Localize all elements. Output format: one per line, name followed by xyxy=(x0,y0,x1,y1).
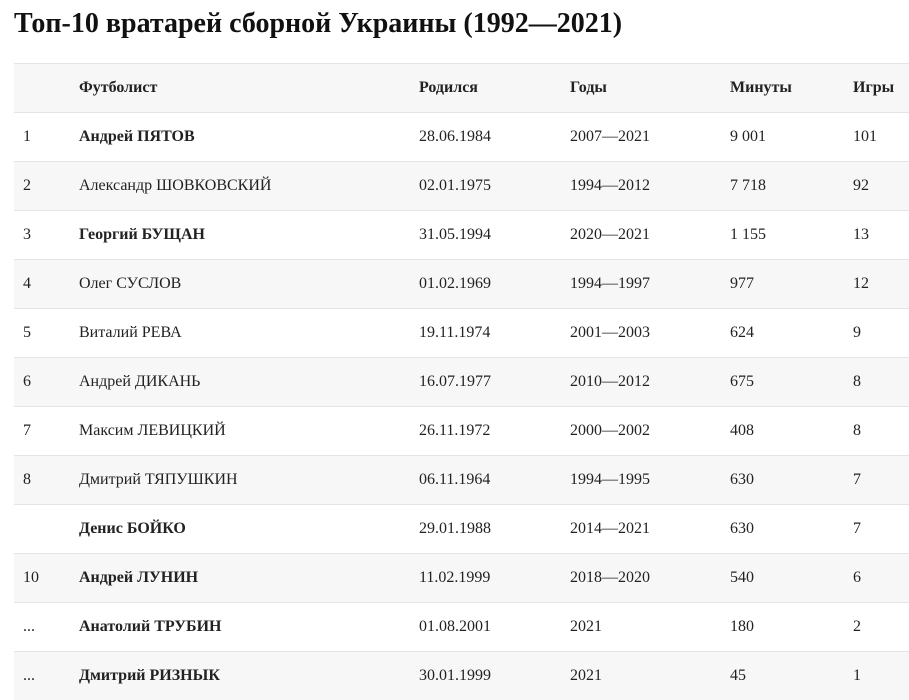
header-born: Родился xyxy=(419,63,570,113)
years-played: 2010—2012 xyxy=(570,357,730,407)
minutes-played: 630 xyxy=(730,455,853,505)
row-number: 1 xyxy=(14,112,79,162)
years-played: 2014—2021 xyxy=(570,504,730,554)
birth-date: 19.11.1974 xyxy=(419,308,570,358)
birth-date: 02.01.1975 xyxy=(419,161,570,211)
birth-date: 16.07.1977 xyxy=(419,357,570,407)
birth-date: 28.06.1984 xyxy=(419,112,570,162)
row-number xyxy=(14,504,79,554)
row-number: 7 xyxy=(14,406,79,456)
birth-date: 11.02.1999 xyxy=(419,553,570,603)
minutes-played: 7 718 xyxy=(730,161,853,211)
years-played: 1994—1997 xyxy=(570,259,730,309)
games-played: 8 xyxy=(853,406,909,456)
birth-date: 26.11.1972 xyxy=(419,406,570,456)
player-name: Андрей ЛУНИН xyxy=(79,553,419,603)
table-body: 1 Андрей ПЯТОВ 28.06.1984 2007—2021 9 001 101… xyxy=(14,112,909,700)
player-name: Александр ШОВКОВСКИЙ xyxy=(79,161,419,211)
player-name: Виталий РЕВА xyxy=(79,308,419,358)
years-played: 2000—2002 xyxy=(570,406,730,456)
table-header-row: Футболист Родился Годы Минуты Игры xyxy=(14,63,909,113)
minutes-played: 624 xyxy=(730,308,853,358)
years-played: 2001—2003 xyxy=(570,308,730,358)
player-name: Анатолий ТРУБИН xyxy=(79,602,419,652)
header-minutes: Минуты xyxy=(730,63,853,113)
row-number: 8 xyxy=(14,455,79,505)
minutes-played: 977 xyxy=(730,259,853,309)
row-number: ... xyxy=(14,651,79,700)
table-row: 3 Георгий БУЩАН 31.05.1994 2020—2021 1 155 13 xyxy=(14,210,909,260)
games-played: 9 xyxy=(853,308,909,358)
table-row: ... Дмитрий РИЗНЫК 30.01.1999 2021 45 1 xyxy=(14,651,909,700)
minutes-played: 630 xyxy=(730,504,853,554)
table-row: 6 Андрей ДИКАНЬ 16.07.1977 2010—2012 675 8 xyxy=(14,357,909,407)
table-row: 5 Виталий РЕВА 19.11.1974 2001—2003 624 9 xyxy=(14,308,909,358)
years-played: 2021 xyxy=(570,651,730,700)
table-row: 10 Андрей ЛУНИН 11.02.1999 2018—2020 540 6 xyxy=(14,553,909,603)
page-title: Топ-10 вратарей сборной Украины (1992—20… xyxy=(14,8,623,39)
games-played: 8 xyxy=(853,357,909,407)
years-played: 2021 xyxy=(570,602,730,652)
table-row: 4 Олег СУСЛОВ 01.02.1969 1994—1997 977 12 xyxy=(14,259,909,309)
birth-date: 30.01.1999 xyxy=(419,651,570,700)
years-played: 2007—2021 xyxy=(570,112,730,162)
games-played: 101 xyxy=(853,112,909,162)
games-played: 7 xyxy=(853,455,909,505)
header-number xyxy=(14,63,79,113)
birth-date: 06.11.1964 xyxy=(419,455,570,505)
row-number: 5 xyxy=(14,308,79,358)
games-played: 92 xyxy=(853,161,909,211)
row-number: ... xyxy=(14,602,79,652)
player-name: Олег СУСЛОВ xyxy=(79,259,419,309)
minutes-played: 540 xyxy=(730,553,853,603)
goalkeepers-table: Футболист Родился Годы Минуты Игры 1 Андр… xyxy=(14,63,909,700)
header-player: Футболист xyxy=(79,63,419,113)
header-years: Годы xyxy=(570,63,730,113)
table-row: 1 Андрей ПЯТОВ 28.06.1984 2007—2021 9 001 101 xyxy=(14,112,909,162)
years-played: 1994—2012 xyxy=(570,161,730,211)
minutes-played: 45 xyxy=(730,651,853,700)
player-name: Дмитрий РИЗНЫК xyxy=(79,651,419,700)
row-number: 6 xyxy=(14,357,79,407)
years-played: 2020—2021 xyxy=(570,210,730,260)
minutes-played: 1 155 xyxy=(730,210,853,260)
minutes-played: 9 001 xyxy=(730,112,853,162)
table-row: 7 Максим ЛЕВИЦКИЙ 26.11.1972 2000—2002 408 8 xyxy=(14,406,909,456)
player-name: Андрей ДИКАНЬ xyxy=(79,357,419,407)
table-row: 8 Дмитрий ТЯПУШКИН 06.11.1964 1994—1995 630 7 xyxy=(14,455,909,505)
player-name: Дмитрий ТЯПУШКИН xyxy=(79,455,419,505)
minutes-played: 408 xyxy=(730,406,853,456)
games-played: 13 xyxy=(853,210,909,260)
player-name: Георгий БУЩАН xyxy=(79,210,419,260)
birth-date: 29.01.1988 xyxy=(419,504,570,554)
minutes-played: 675 xyxy=(730,357,853,407)
games-played: 6 xyxy=(853,553,909,603)
row-number: 3 xyxy=(14,210,79,260)
table-row: 2 Александр ШОВКОВСКИЙ 02.01.1975 1994—2012… xyxy=(14,161,909,211)
header-games: Игры xyxy=(853,63,909,113)
years-played: 2018—2020 xyxy=(570,553,730,603)
table-row: ... Анатолий ТРУБИН 01.08.2001 2021 180 2 xyxy=(14,602,909,652)
row-number: 4 xyxy=(14,259,79,309)
birth-date: 01.02.1969 xyxy=(419,259,570,309)
player-name: Денис БОЙКО xyxy=(79,504,419,554)
birth-date: 01.08.2001 xyxy=(419,602,570,652)
years-played: 1994—1995 xyxy=(570,455,730,505)
player-name: Максим ЛЕВИЦКИЙ xyxy=(79,406,419,456)
row-number: 10 xyxy=(14,553,79,603)
games-played: 1 xyxy=(853,651,909,700)
minutes-played: 180 xyxy=(730,602,853,652)
games-played: 7 xyxy=(853,504,909,554)
birth-date: 31.05.1994 xyxy=(419,210,570,260)
goalkeepers-table-container: Футболист Родился Годы Минуты Игры 1 Андр… xyxy=(14,63,909,700)
player-name: Андрей ПЯТОВ xyxy=(79,112,419,162)
table-row: Денис БОЙКО 29.01.1988 2014—2021 630 7 xyxy=(14,504,909,554)
games-played: 12 xyxy=(853,259,909,309)
row-number: 2 xyxy=(14,161,79,211)
games-played: 2 xyxy=(853,602,909,652)
